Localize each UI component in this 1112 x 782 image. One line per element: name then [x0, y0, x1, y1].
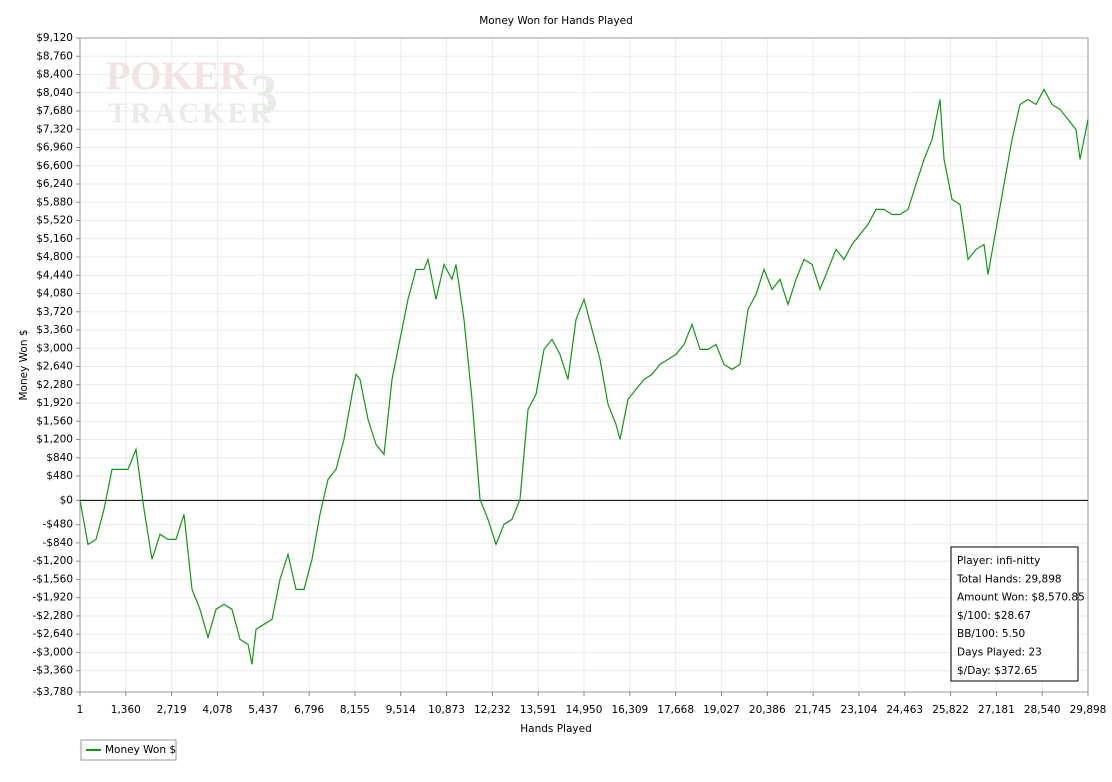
- y-tick-label: $9,120: [36, 32, 73, 44]
- y-tick-label: $0: [60, 494, 73, 506]
- x-tick-label: 28,540: [1024, 704, 1061, 716]
- x-axis-label: Hands Played: [520, 723, 591, 735]
- x-tick-label: 23,104: [841, 704, 878, 716]
- x-tick-label: 5,437: [248, 704, 278, 716]
- y-tick-label: -$2,280: [32, 610, 73, 622]
- y-tick-label: -$1,560: [32, 573, 73, 585]
- x-tick-label: 29,898: [1070, 704, 1107, 716]
- x-tick-label: 6,796: [294, 704, 324, 716]
- x-tick-label: 9,514: [386, 704, 416, 716]
- y-tick-label: -$840: [42, 537, 73, 549]
- x-tick-label: 14,950: [566, 704, 603, 716]
- y-tick-label: $4,440: [36, 269, 73, 281]
- info-line: $/100: $28.67: [957, 610, 1031, 622]
- info-line: Total Hands: 29,898: [956, 573, 1062, 585]
- y-tick-label: -$1,200: [32, 555, 73, 567]
- watermark: 3: [250, 64, 278, 126]
- x-tick-label: 10,873: [428, 704, 465, 716]
- x-tick-label: 17,668: [657, 704, 694, 716]
- legend-items: Money Won $: [86, 744, 176, 756]
- info-box: [950, 546, 1079, 682]
- chart-title: Money Won for Hands Played: [479, 15, 633, 27]
- y-tick-label: $5,880: [36, 196, 73, 208]
- x-tick-label: 1,360: [111, 704, 141, 716]
- info-line: Amount Won: $8,570.85: [957, 592, 1085, 604]
- ticks: $9,120 $8,760 $8,400 $8,040 $7,680 $7,320 $6,9…: [32, 32, 1106, 716]
- y-tick-label: $6,600: [36, 160, 73, 172]
- x-tick-label: 16,309: [611, 704, 648, 716]
- y-tick-label: $480: [46, 470, 73, 482]
- y-tick-label: -$2,640: [32, 628, 73, 640]
- x-tick-label: 4,078: [202, 704, 232, 716]
- x-tick-label: 27,181: [978, 704, 1015, 716]
- y-tick-label: $3,360: [36, 324, 73, 336]
- series-line: [79, 88, 1089, 665]
- y-tick-label: $8,760: [36, 50, 73, 62]
- y-axis-label: Money Won $: [18, 329, 30, 400]
- y-tick-label: -$3,360: [32, 665, 73, 677]
- x-tick-label: 13,591: [520, 704, 557, 716]
- watermark: TRACKER: [108, 98, 274, 130]
- x-tick-label: 20,386: [749, 704, 786, 716]
- y-tick-label: $3,000: [36, 342, 73, 354]
- y-tick-label: $5,520: [36, 215, 73, 227]
- marks: [79, 88, 1089, 665]
- y-tick-label: $8,040: [36, 87, 73, 99]
- y-tick-label: $6,240: [36, 178, 73, 190]
- info-line: BB/100: 5.50: [957, 628, 1025, 640]
- y-tick-label: $5,160: [36, 233, 73, 245]
- watermark: POKER: [106, 53, 249, 98]
- y-tick-label: -$480: [42, 519, 73, 531]
- info-line: $/Day: $372.65: [957, 665, 1037, 677]
- y-tick-label: $6,960: [36, 142, 73, 154]
- info-line: Player: infi-nitty: [957, 555, 1040, 567]
- y-tick-label: -$3,000: [32, 646, 73, 658]
- y-tick-label: -$3,780: [32, 686, 73, 698]
- y-tick-label: $840: [46, 452, 73, 464]
- y-tick-label: $2,640: [36, 361, 73, 373]
- y-tick-label: $7,680: [36, 105, 73, 117]
- x-tick-label: 1: [77, 704, 84, 716]
- y-tick-label: -$1,920: [32, 592, 73, 604]
- y-tick-label: $4,080: [36, 288, 73, 300]
- y-tick-label: $4,800: [36, 251, 73, 263]
- y-tick-label: $2,280: [36, 379, 73, 391]
- x-tick-label: 2,719: [157, 704, 187, 716]
- legend-label: Money Won $: [105, 744, 176, 756]
- y-tick-label: $3,720: [36, 306, 73, 318]
- info: Player: infi-nitty Total Hands: 29,898 Amo…: [956, 555, 1085, 677]
- x-tick-label: 25,822: [932, 704, 969, 716]
- y-tick-label: $7,320: [36, 123, 73, 135]
- y-tick-label: $8,400: [36, 69, 73, 81]
- x-tick-label: 12,232: [474, 704, 511, 716]
- x-tick-label: 19,027: [703, 704, 740, 716]
- y-tick-label: $1,560: [36, 415, 73, 427]
- x-tick-label: 21,745: [795, 704, 832, 716]
- x-tick-label: 8,155: [340, 704, 370, 716]
- y-tick-label: $1,200: [36, 434, 73, 446]
- x-tick-label: 24,463: [886, 704, 923, 716]
- info-line: Days Played: 23: [957, 647, 1042, 659]
- y-tick-label: $1,920: [36, 397, 73, 409]
- legend: [80, 739, 177, 761]
